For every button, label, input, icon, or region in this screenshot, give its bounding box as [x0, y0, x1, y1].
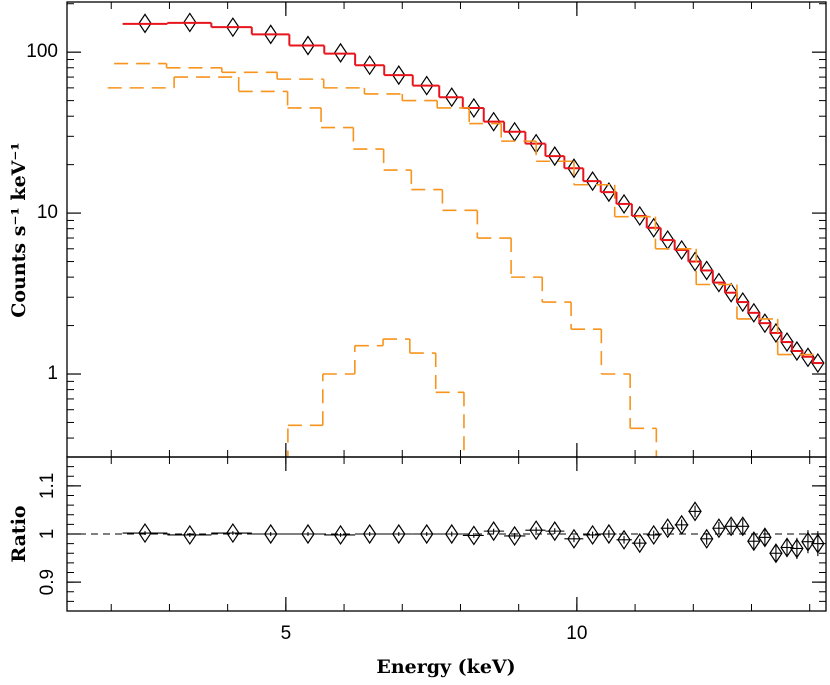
y-tick-label: 1	[47, 363, 58, 384]
data-point	[467, 97, 481, 119]
data-point	[780, 331, 794, 353]
panel-frame	[66, 1, 827, 458]
data-point	[333, 524, 348, 546]
data-point	[747, 302, 761, 323]
data-point	[699, 528, 714, 549]
data-point	[674, 514, 689, 535]
data-point	[602, 182, 616, 203]
data-point	[445, 523, 459, 545]
data-point	[263, 24, 278, 45]
y-tick-label: 10	[37, 202, 58, 223]
data-point	[301, 523, 315, 545]
x-tick-label: 10	[566, 623, 587, 644]
data-point	[688, 251, 702, 272]
data-point	[445, 87, 459, 108]
x-axis-label: Energy (keV)	[376, 656, 515, 678]
y-tick-label: 0.9	[37, 569, 58, 595]
data-point	[362, 55, 377, 76]
data-point	[226, 17, 240, 38]
data-point	[548, 521, 562, 542]
data-point	[138, 13, 152, 34]
data-point	[712, 518, 726, 539]
data-point	[617, 529, 631, 550]
data-point	[801, 531, 815, 552]
data-point	[392, 65, 406, 86]
y-tick-label: 1.1	[37, 473, 58, 499]
data-point	[674, 239, 689, 261]
data-point	[712, 272, 726, 293]
data-point	[747, 531, 761, 552]
data-point	[790, 538, 804, 559]
y-tick-label: 100	[26, 41, 58, 62]
data-point	[486, 521, 501, 542]
data-point	[736, 516, 750, 537]
data-point	[486, 111, 501, 132]
data-point	[585, 171, 600, 192]
data-point	[419, 75, 434, 96]
data-point	[548, 146, 562, 167]
data-point	[602, 523, 616, 545]
y-axis-label: Counts s⁻¹ keV⁻¹	[8, 142, 30, 318]
plot-area	[67, 501, 826, 564]
data-point	[301, 35, 315, 56]
data-point	[646, 217, 661, 238]
data-point	[688, 501, 702, 522]
data-point	[699, 260, 714, 281]
data-point	[769, 543, 783, 564]
y-tick-label: 1	[37, 529, 58, 540]
data-point	[392, 523, 406, 545]
data-point	[769, 322, 783, 344]
data-point	[183, 12, 197, 33]
data-point	[758, 313, 772, 334]
plot-area	[107, 12, 825, 457]
data-point	[736, 291, 750, 313]
data-point	[724, 516, 738, 537]
data-point	[724, 282, 738, 303]
data-point	[507, 525, 522, 547]
data-point	[567, 528, 581, 549]
data-point	[467, 525, 481, 546]
data-point	[263, 523, 278, 545]
data-point	[811, 533, 825, 554]
data-point	[633, 533, 647, 554]
y-axis-label: Ratio	[8, 505, 30, 562]
data-point	[183, 524, 197, 546]
data-point	[362, 523, 377, 545]
data-point	[529, 520, 543, 541]
data-point	[419, 523, 434, 545]
data-point	[660, 518, 675, 539]
data-point	[758, 527, 772, 548]
data-point	[226, 522, 240, 544]
data-point	[617, 193, 631, 215]
data-point	[567, 158, 581, 179]
data-point	[138, 522, 152, 544]
x-tick-label: 5	[281, 623, 292, 644]
data-point	[646, 524, 661, 546]
data-point	[633, 205, 647, 227]
data-point	[333, 42, 348, 63]
data-point	[585, 524, 600, 546]
data-point	[780, 537, 794, 558]
